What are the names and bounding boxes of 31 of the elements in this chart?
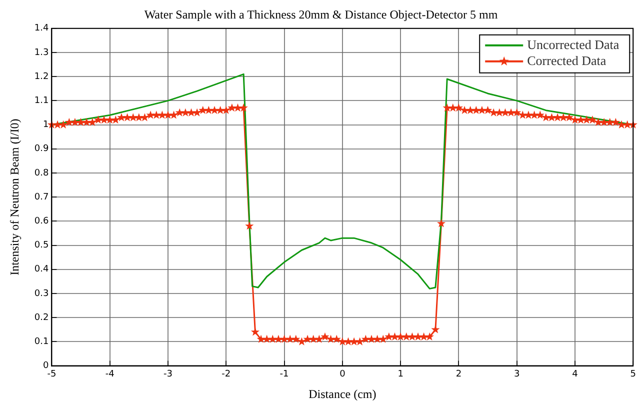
y-tick-label: 1 (42, 120, 49, 130)
y-tick-label: 0.8 (34, 168, 49, 178)
y-tick-label: 0.4 (34, 264, 49, 275)
chart-title: Water Sample with a Thickness 20mm & Distance Object-Detector 5 mm (144, 7, 498, 22)
y-tick-label: 1.4 (34, 24, 49, 34)
y-tick-label: 1.1 (34, 96, 49, 106)
x-tick-label: 0 (340, 370, 346, 380)
x-tick-label: 2 (456, 370, 462, 380)
x-tick-label: 4 (572, 370, 578, 380)
x-tick-label: -4 (105, 370, 115, 380)
x-tick-label: -3 (164, 370, 172, 380)
y-tick-label: 0.9 (34, 144, 49, 154)
x-tick-label: -2 (222, 370, 231, 380)
y-tick-label: 0.5 (34, 240, 49, 251)
x-tick-label: -5 (47, 370, 56, 380)
x-tick-label: 3 (514, 370, 520, 380)
legend-label: Corrected Data (527, 52, 606, 68)
y-tick-label: 0.3 (34, 288, 49, 299)
y-tick-label: 0.2 (34, 312, 49, 323)
y-tick-label: 0.6 (34, 216, 49, 227)
x-axis-title: Distance (cm) (308, 386, 376, 401)
y-tick-label: 1.2 (34, 72, 49, 82)
x-tick-label: 1 (398, 370, 404, 380)
y-tick-label: 0 (42, 361, 49, 372)
x-tick-label: 5 (630, 370, 636, 380)
x-tick-label: -1 (280, 370, 289, 380)
legend-label: Uncorrected Data (527, 36, 620, 52)
y-axis-title: Intensity of Neutron Beam (I/I0) (7, 118, 22, 276)
y-tick-label: 0.1 (34, 337, 49, 348)
y-tick-label: 1.3 (34, 48, 49, 58)
y-tick-label: 0.7 (34, 192, 49, 202)
